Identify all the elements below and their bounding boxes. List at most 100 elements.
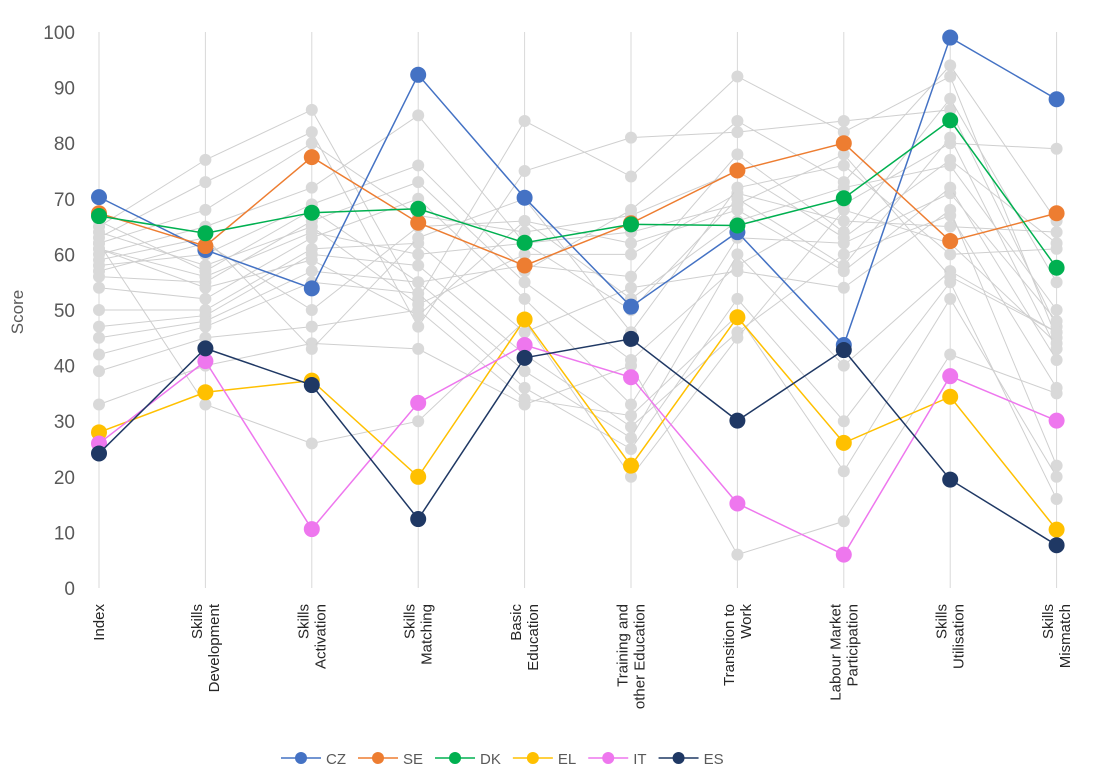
series-point-es <box>623 330 639 347</box>
x-tick-label-line: Skills <box>295 604 312 639</box>
background-series-line <box>98 209 1057 478</box>
background-series-point <box>1050 304 1063 316</box>
background-series-point <box>944 248 957 261</box>
background-series-point <box>412 176 425 189</box>
background-series-point <box>93 281 105 294</box>
background-series-point <box>518 292 531 305</box>
background-series-line <box>98 253 1057 439</box>
x-tick-label-line: Training and <box>615 604 632 687</box>
series-point-el <box>91 424 107 441</box>
x-tick-label-line: Transition to <box>721 604 738 686</box>
x-tick-label: Skills Matching <box>402 604 436 665</box>
series-point-es <box>410 511 427 528</box>
background-series-point <box>837 248 850 261</box>
legend-label: IT <box>633 751 646 768</box>
background-series-point <box>199 320 212 333</box>
series-point-se <box>410 214 427 231</box>
background-series-point <box>412 320 425 333</box>
background-series-point <box>837 359 850 372</box>
background-series-point <box>412 415 425 428</box>
series-point-dk <box>303 204 320 221</box>
background-series-point <box>199 270 212 283</box>
background-series-point <box>412 109 425 122</box>
series-point-se <box>729 162 746 179</box>
y-tick-label: 100 <box>43 23 75 44</box>
x-tick-label: Skills Mismatch <box>1040 604 1074 668</box>
y-tick-label: 0 <box>64 579 75 600</box>
background-series-point <box>837 181 850 194</box>
series-line-it <box>98 344 1057 556</box>
highlighted-series-lines <box>91 29 1065 563</box>
legend-label: CZ <box>326 751 346 768</box>
background-series-point <box>412 259 425 272</box>
background-series-point <box>944 348 957 361</box>
x-tick-label-line: Skills <box>402 604 419 639</box>
background-series-point <box>412 276 425 289</box>
background-series-point <box>731 292 744 305</box>
background-series-point <box>944 70 957 83</box>
background-series-point <box>944 103 957 116</box>
background-series-point <box>93 226 105 239</box>
background-series-line <box>98 297 1058 478</box>
background-series-point <box>625 237 637 250</box>
series-point-cz <box>516 189 533 206</box>
background-series-point <box>199 176 212 189</box>
background-series-point <box>944 159 957 172</box>
background-series-point <box>1050 354 1063 367</box>
background-series-point <box>837 415 850 428</box>
background-series-point <box>625 470 637 483</box>
y-axis-ticks: 0 10 20 30 40 50 60 70 80 90 100 <box>43 23 75 600</box>
legend: CZ SE DK EL IT ES <box>281 751 724 768</box>
background-series-point <box>625 398 637 411</box>
x-tick-label: Index <box>91 604 108 641</box>
background-series-point <box>412 298 425 311</box>
background-series-point <box>412 248 425 261</box>
background-series-point <box>837 159 850 172</box>
legend-item-it: IT <box>588 751 647 768</box>
series-point-it <box>623 369 639 386</box>
series-point-se <box>942 233 959 250</box>
x-tick-label: Basic Education <box>508 604 542 671</box>
background-series-point <box>837 126 850 139</box>
background-series-line <box>99 209 1058 466</box>
x-tick-label: Skills Activation <box>295 604 329 669</box>
background-series-point <box>625 281 637 294</box>
background-series-point <box>93 348 105 361</box>
x-tick-label-line: Development <box>206 603 223 692</box>
background-series-point <box>1050 493 1063 506</box>
background-series-point <box>1050 470 1063 483</box>
background-series-point <box>944 220 957 233</box>
legend-item-dk: DK <box>435 751 501 768</box>
x-tick-label-line: Basic <box>508 604 525 641</box>
background-series-point <box>305 253 318 266</box>
y-tick-label: 60 <box>54 245 75 266</box>
background-series-point <box>625 131 637 144</box>
background-series-point <box>731 198 744 211</box>
background-series-point <box>625 270 637 283</box>
background-series-point <box>944 181 957 194</box>
legend-label: SE <box>403 751 423 768</box>
background-series-line <box>98 342 1057 556</box>
background-series-point <box>731 548 744 561</box>
background-series-point <box>837 281 850 294</box>
series-point-se <box>835 135 852 152</box>
x-tick-label-line: Skills <box>934 604 951 639</box>
background-series-point <box>1050 142 1063 155</box>
background-series-point <box>837 515 850 528</box>
series-line-se <box>98 142 1057 267</box>
background-series-line <box>98 186 1058 361</box>
series-point-it <box>942 368 959 385</box>
series-point-cz <box>303 280 320 297</box>
series-point-el <box>729 309 746 326</box>
series-point-cz <box>1048 91 1065 108</box>
x-tick-label-line: Index <box>91 604 108 641</box>
background-series-point <box>625 359 637 372</box>
legend-marker <box>672 752 685 764</box>
background-series-line <box>98 192 1057 406</box>
background-series-line <box>98 142 1057 244</box>
x-tick-label-line: Matching <box>419 604 436 665</box>
y-axis-title: Score <box>8 290 27 334</box>
series-point-dk <box>91 208 107 225</box>
series-point-dk <box>516 234 533 251</box>
legend-label: ES <box>704 751 724 768</box>
